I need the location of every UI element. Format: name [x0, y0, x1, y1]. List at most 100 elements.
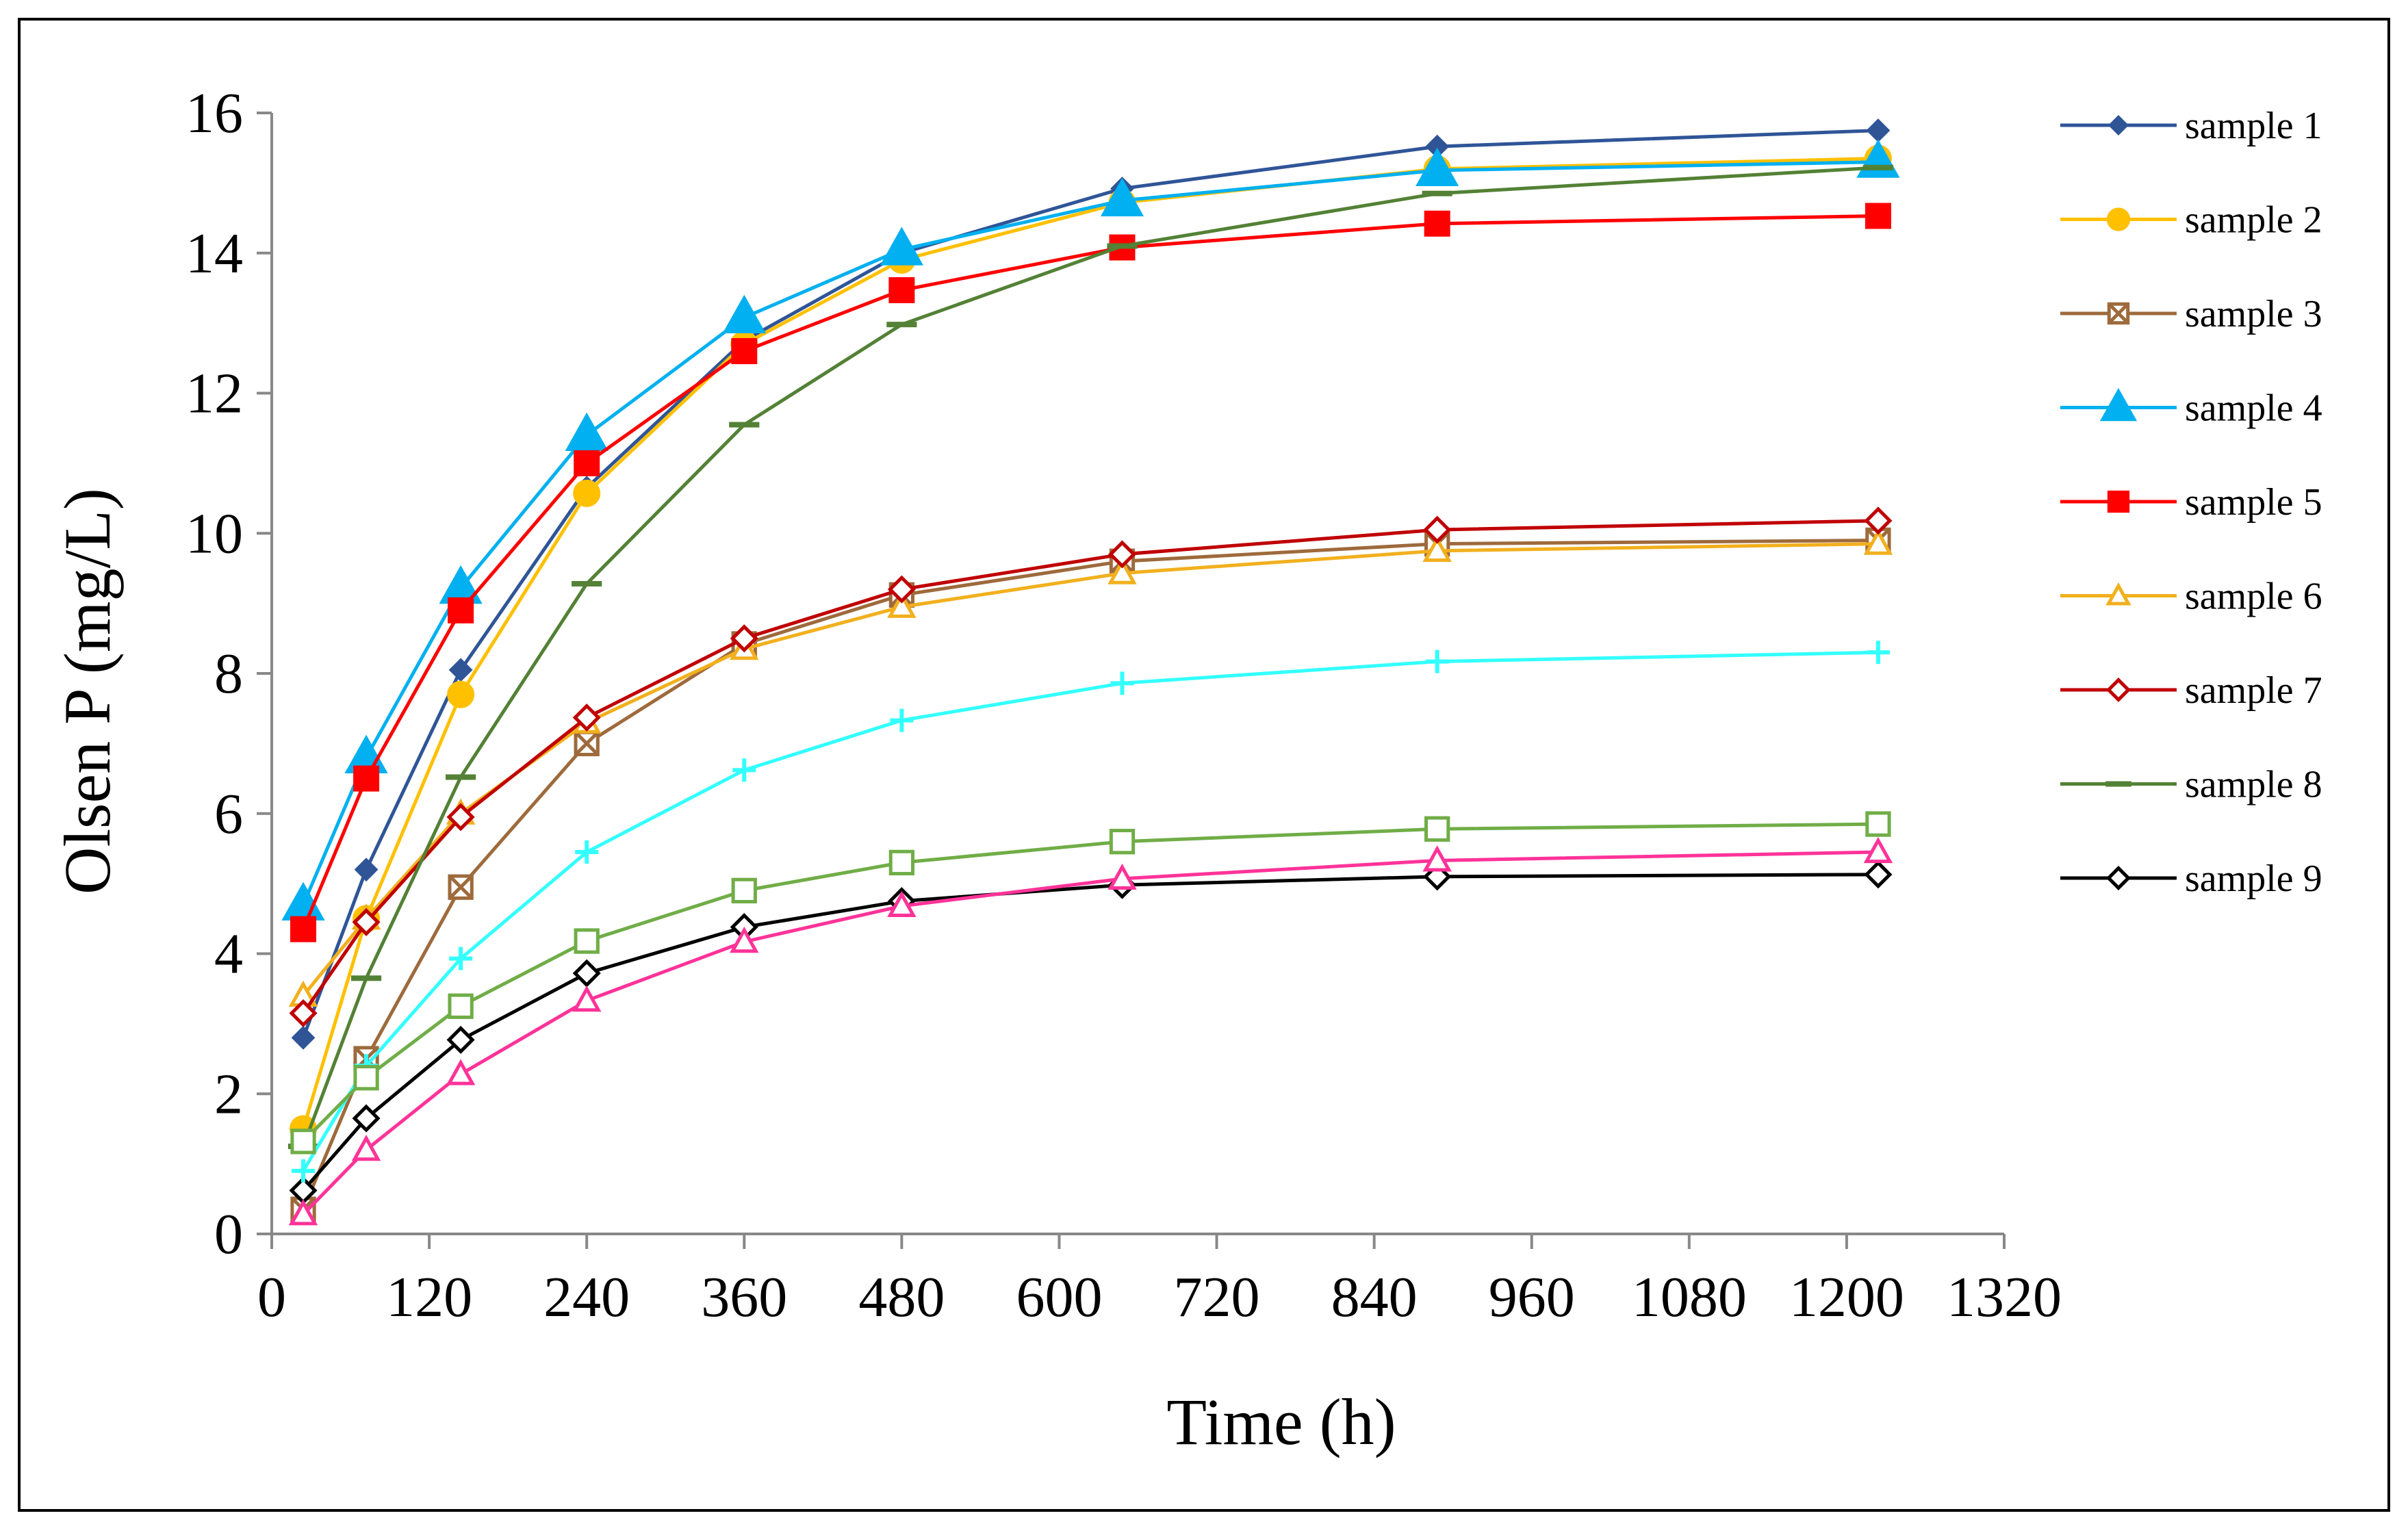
plot-area: 0 2 4 6 8 10 12 14 16 0 120 240 360 480 600 720 840 960 10… — [185, 81, 2062, 1329]
series-11-point — [574, 928, 600, 954]
series-11-point — [731, 877, 757, 904]
legend-label: sample 7 — [2185, 669, 2322, 712]
legend-label: sample 6 — [2185, 576, 2322, 618]
series-5-point — [290, 916, 317, 942]
legend-label: sample 5 — [2185, 481, 2322, 524]
series-12-point — [288, 1199, 318, 1226]
y-tick-label-7: 14 — [185, 222, 243, 285]
series-8-point — [350, 975, 382, 981]
series-9-point — [446, 1025, 475, 1054]
series-7-point — [1107, 540, 1137, 569]
series-5-point — [888, 277, 915, 304]
series-6-point — [887, 591, 917, 618]
series-7-point — [1864, 506, 1893, 535]
x-tick-label-5: 600 — [1016, 1265, 1102, 1329]
series-10-point — [890, 708, 914, 732]
legend-entry-6: sample 6 — [2060, 576, 2322, 618]
series-6-point — [1863, 528, 1893, 555]
series-7-point — [289, 999, 318, 1028]
legend-entry-3: sample 3 — [2060, 293, 2322, 335]
legend-entry-7: sample 7 — [2060, 669, 2322, 712]
legend-marker — [2108, 114, 2129, 136]
x-tick-label-8: 960 — [1489, 1265, 1575, 1329]
x-axis-title: Time (h) — [1166, 1385, 1396, 1458]
x-tick-label-3: 360 — [701, 1265, 787, 1329]
series-11-point — [888, 849, 915, 876]
series-10-point — [449, 946, 473, 970]
series-7-point — [730, 624, 758, 653]
series-5-point — [448, 597, 474, 623]
x-tick-label-10: 1200 — [1789, 1265, 1904, 1329]
marker-cross — [2108, 303, 2129, 324]
series-8-point — [446, 774, 476, 780]
y-tick-label-0: 0 — [214, 1202, 243, 1266]
y-tick-label-2: 4 — [214, 923, 243, 986]
series-8-point — [886, 322, 917, 328]
series-11-point — [1424, 816, 1450, 842]
legend-entry-5: sample 5 — [2060, 481, 2322, 524]
series-12-point — [572, 985, 602, 1012]
y-tick-label-4: 8 — [214, 642, 243, 706]
series-12-point — [1107, 863, 1137, 890]
marker-cross — [449, 875, 473, 899]
series-5-point — [353, 765, 380, 792]
legend-label: sample 8 — [2185, 764, 2322, 806]
series-10-point — [1425, 649, 1449, 673]
legend-entry-8: sample 8 — [2060, 764, 2322, 806]
y-axis-title: Olsen P (mg/L) — [51, 488, 124, 894]
legend-marker — [2105, 582, 2131, 606]
series-2-point — [573, 479, 601, 507]
legend-label: sample 1 — [2185, 105, 2322, 147]
legend-label: sample 3 — [2185, 293, 2322, 335]
series-9-point — [1864, 860, 1893, 889]
x-tick-label-1: 120 — [386, 1265, 472, 1329]
series-10-point — [732, 758, 756, 782]
series-12-point — [887, 890, 917, 917]
series-6-point — [1107, 558, 1137, 584]
series-8-point — [572, 580, 602, 587]
series-12-point — [1422, 845, 1452, 872]
series-12-point — [351, 1135, 381, 1161]
legend-entry-4: sample 4 — [2060, 387, 2322, 430]
series-11-point — [1865, 811, 1891, 837]
series-11-point — [1109, 829, 1136, 855]
legend-marker — [2107, 490, 2130, 513]
legend-label: sample 4 — [2185, 387, 2322, 430]
series-3-point — [448, 874, 474, 900]
series-12-point — [1863, 836, 1893, 864]
series-4-point — [880, 227, 923, 266]
y-tick-label-5: 10 — [185, 502, 243, 565]
series-5-point — [574, 450, 600, 476]
legend-marker — [2099, 387, 2138, 422]
series-7-point — [887, 575, 916, 604]
series-4-point — [1416, 147, 1459, 187]
series-2-point — [447, 680, 475, 708]
series-1-point — [291, 1025, 316, 1050]
series-5-point — [1424, 210, 1450, 237]
legend-entry-9: sample 9 — [2060, 858, 2322, 900]
series-7-point — [352, 907, 381, 936]
legend: sample 1 sample 2 sample 3 sample 4 sample 5… — [2060, 105, 2322, 900]
series-10-point — [1110, 671, 1134, 695]
series-12-point — [446, 1059, 476, 1085]
series-4-point — [722, 294, 766, 334]
y-tick-label-3: 6 — [214, 782, 243, 846]
series-11-point — [353, 1065, 379, 1091]
series-8-point — [1107, 243, 1138, 249]
series-3-point — [574, 730, 600, 757]
series-6-point — [1422, 535, 1452, 562]
series-5-point — [731, 338, 758, 365]
legend-label: sample 2 — [2185, 199, 2322, 242]
x-tick-label-6: 720 — [1174, 1265, 1260, 1329]
x-tick-label-9: 1080 — [1632, 1265, 1747, 1329]
x-tick-label-7: 840 — [1331, 1265, 1418, 1329]
y-tick-label-6: 12 — [185, 362, 243, 426]
legend-marker — [2106, 866, 2131, 890]
x-tick-label-4: 480 — [858, 1265, 945, 1329]
legend-entry-2: sample 2 — [2060, 199, 2322, 242]
series-8-point — [729, 422, 760, 428]
series-7-point — [446, 803, 475, 832]
y-tick-label-8: 16 — [185, 81, 243, 145]
